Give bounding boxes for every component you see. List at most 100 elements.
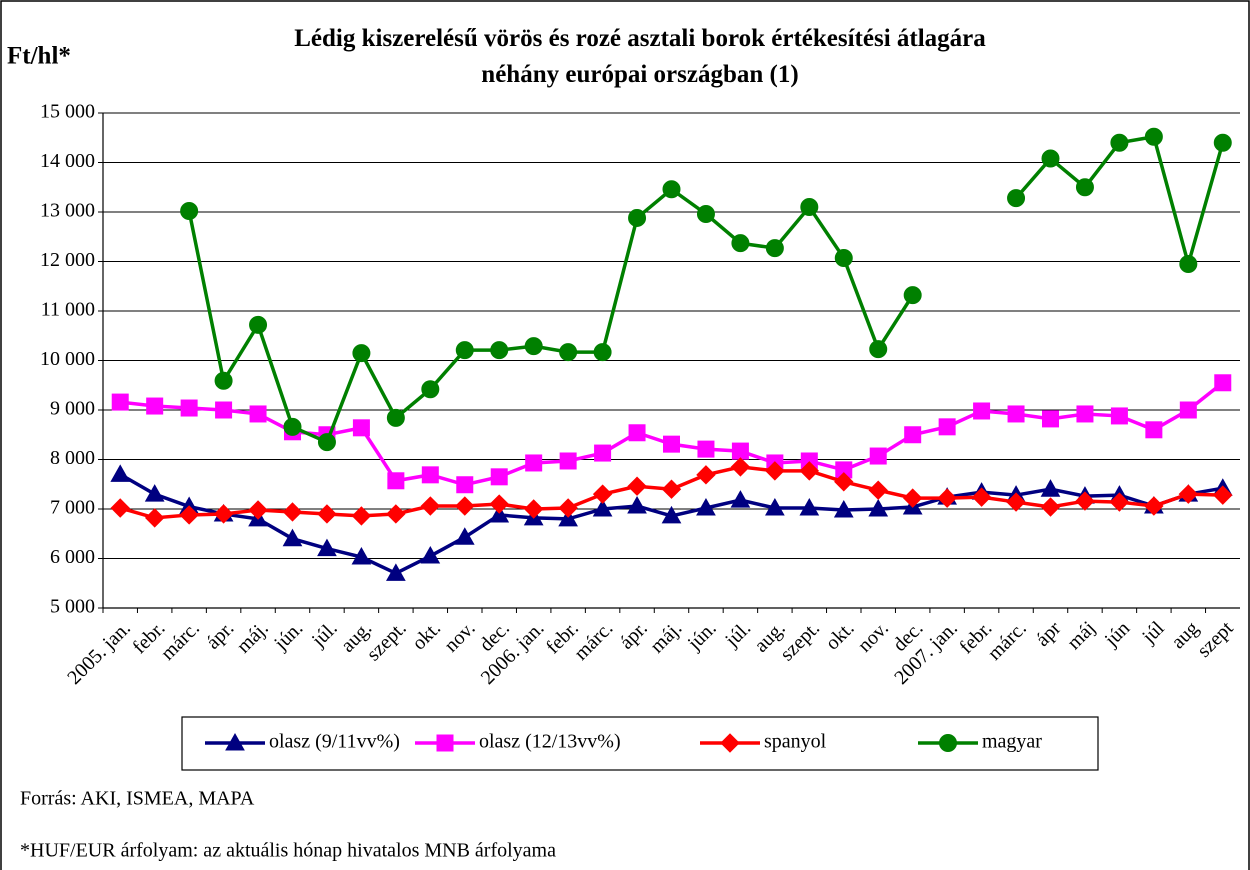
- data-point: [869, 447, 887, 465]
- data-point: [730, 490, 751, 508]
- data-point: [317, 538, 337, 557]
- data-point: [902, 488, 923, 508]
- data-point: [559, 452, 577, 470]
- data-point: [352, 344, 371, 363]
- data-point: [1179, 254, 1198, 273]
- data-point: [421, 380, 440, 399]
- data-point: [110, 464, 131, 482]
- data-point: [799, 461, 820, 481]
- data-point: [799, 497, 820, 516]
- data-point: [248, 500, 268, 520]
- data-point: [697, 440, 715, 458]
- data-point: [869, 340, 888, 359]
- data-point: [489, 504, 510, 523]
- data-point: [1109, 492, 1130, 512]
- data-point: [455, 496, 475, 516]
- data-point: [1179, 401, 1197, 419]
- data-point: [627, 496, 647, 514]
- data-point: [731, 442, 749, 460]
- data-point: [180, 399, 198, 417]
- data-point: [1041, 149, 1060, 168]
- data-point: [352, 419, 370, 437]
- data-point: [1110, 133, 1129, 152]
- data-point: [973, 402, 991, 420]
- footnote: *HUF/EUR árfolyam: az aktuális hónap hiv…: [20, 840, 556, 862]
- data-point: [110, 498, 130, 518]
- data-point: [144, 484, 165, 502]
- data-point: [731, 234, 750, 253]
- legend-label: magyar: [982, 731, 1042, 753]
- legend-marker: [939, 734, 957, 752]
- data-point: [765, 461, 785, 481]
- source-note: Forrás: AKI, ISMEA, MAPA: [20, 788, 255, 810]
- data-point: [971, 487, 992, 507]
- data-point: [351, 546, 372, 565]
- data-point: [592, 484, 613, 504]
- data-point: [661, 479, 682, 499]
- data-point: [800, 198, 819, 217]
- data-point: [214, 371, 233, 390]
- data-point: [421, 466, 439, 484]
- data-point: [180, 202, 199, 221]
- data-point: [1042, 410, 1059, 428]
- data-point: [558, 508, 578, 527]
- data-point: [696, 465, 716, 485]
- legend-label: spanyol: [764, 731, 827, 753]
- data-point: [1076, 405, 1094, 423]
- data-point: [1144, 127, 1163, 146]
- data-point: [111, 393, 129, 411]
- data-point: [420, 496, 441, 516]
- data-point: [249, 315, 268, 334]
- data-point: [317, 504, 337, 524]
- data-point: [317, 433, 336, 452]
- data-point: [1178, 484, 1199, 504]
- data-point: [1040, 497, 1061, 517]
- data-point: [765, 497, 785, 516]
- data-point: [456, 476, 474, 494]
- data-point: [282, 528, 303, 547]
- y-tick-label: 12 000: [40, 249, 95, 271]
- legend-marker: [720, 733, 740, 753]
- data-point: [904, 426, 922, 444]
- data-point: [1040, 479, 1061, 497]
- y-tick-label: 8 000: [50, 447, 95, 469]
- data-point: [490, 341, 509, 360]
- data-point: [1075, 491, 1095, 511]
- data-point: [146, 397, 164, 415]
- data-point: [1213, 133, 1232, 152]
- data-point: [1007, 405, 1025, 423]
- y-tick-label: 15 000: [40, 101, 95, 123]
- data-point: [249, 405, 267, 423]
- data-point: [489, 494, 509, 514]
- data-point: [386, 504, 406, 524]
- data-point: [627, 476, 647, 496]
- legend-marker: [225, 732, 245, 751]
- data-point: [144, 508, 165, 528]
- data-point: [1144, 496, 1164, 516]
- data-point: [1214, 374, 1232, 392]
- data-point: [834, 249, 853, 268]
- data-point: [386, 563, 406, 581]
- data-point: [490, 468, 508, 486]
- data-point: [283, 417, 302, 436]
- data-point: [1006, 492, 1026, 512]
- data-point: [282, 502, 303, 522]
- data-point: [662, 180, 681, 199]
- y-tick-label: 6 000: [50, 546, 95, 568]
- y-tick-label: 10 000: [40, 348, 95, 370]
- data-point: [1110, 407, 1128, 425]
- chart-title: Lédig kiszerelésű vörös és rozé asztali …: [294, 25, 986, 88]
- y-tick-label: 11 000: [41, 299, 95, 321]
- data-point: [1145, 421, 1163, 439]
- data-point: [386, 408, 405, 427]
- data-point: [765, 239, 784, 258]
- data-point: [663, 435, 680, 453]
- data-point: [937, 488, 957, 508]
- legend-label: olasz (9/11vv%): [269, 731, 400, 753]
- data-point: [903, 286, 922, 305]
- data-point: [834, 472, 854, 492]
- legend-label: olasz (12/13vv%): [479, 731, 621, 753]
- data-point: [593, 343, 612, 362]
- y-tick-label: 13 000: [40, 200, 95, 222]
